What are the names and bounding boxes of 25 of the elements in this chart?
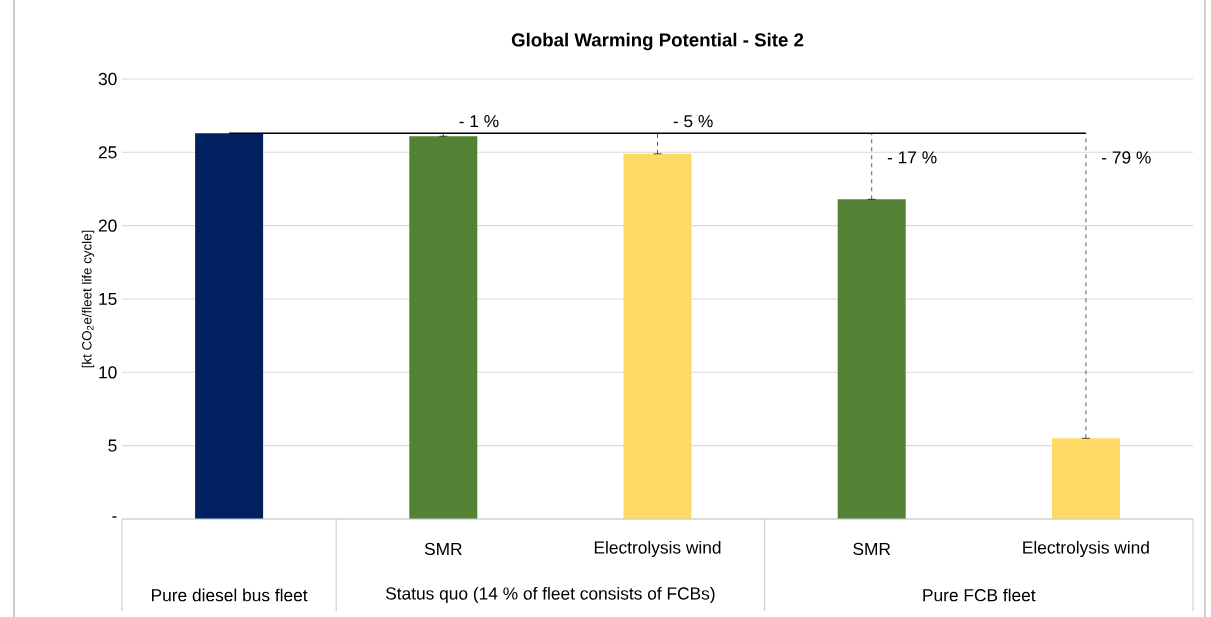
x-tick-label: Electrolysis wind xyxy=(1023,540,1149,558)
x-tick-label: SMR xyxy=(424,542,462,556)
bar xyxy=(195,133,264,519)
text: Status quo (14 % of fleet consists of FCBs) xyxy=(385,586,715,604)
bar xyxy=(409,136,478,519)
annotation: - 5 % xyxy=(673,115,713,128)
x-tick-label: SMR xyxy=(853,542,891,556)
y-axis-title: [kt CO$_{2}$e/fleet life cycle] xyxy=(81,230,95,368)
text: Pure diesel bus fleet xyxy=(152,588,308,602)
bar xyxy=(623,153,692,519)
annotation: - 1 % xyxy=(459,115,499,128)
chart-title: Global Warming Potential - Site 2 xyxy=(511,32,804,51)
bar xyxy=(1051,438,1120,519)
bar xyxy=(837,199,906,519)
y-tick-label: 10 xyxy=(99,366,117,379)
x-tick-label: Electrolysis wind xyxy=(594,540,721,558)
y-tick-label: - xyxy=(112,516,117,518)
y-tick-label: 30 xyxy=(98,72,117,86)
annotation: - 79 % xyxy=(1102,151,1151,164)
y-tick-label: 5 xyxy=(108,439,117,452)
y-tick-label: 15 xyxy=(99,292,117,306)
annotation: - 17 % xyxy=(887,151,937,164)
text: Pure FCB fleet xyxy=(923,588,1036,602)
y-tick-label: 25 xyxy=(98,146,117,159)
y-tick-label: 20 xyxy=(98,219,117,232)
